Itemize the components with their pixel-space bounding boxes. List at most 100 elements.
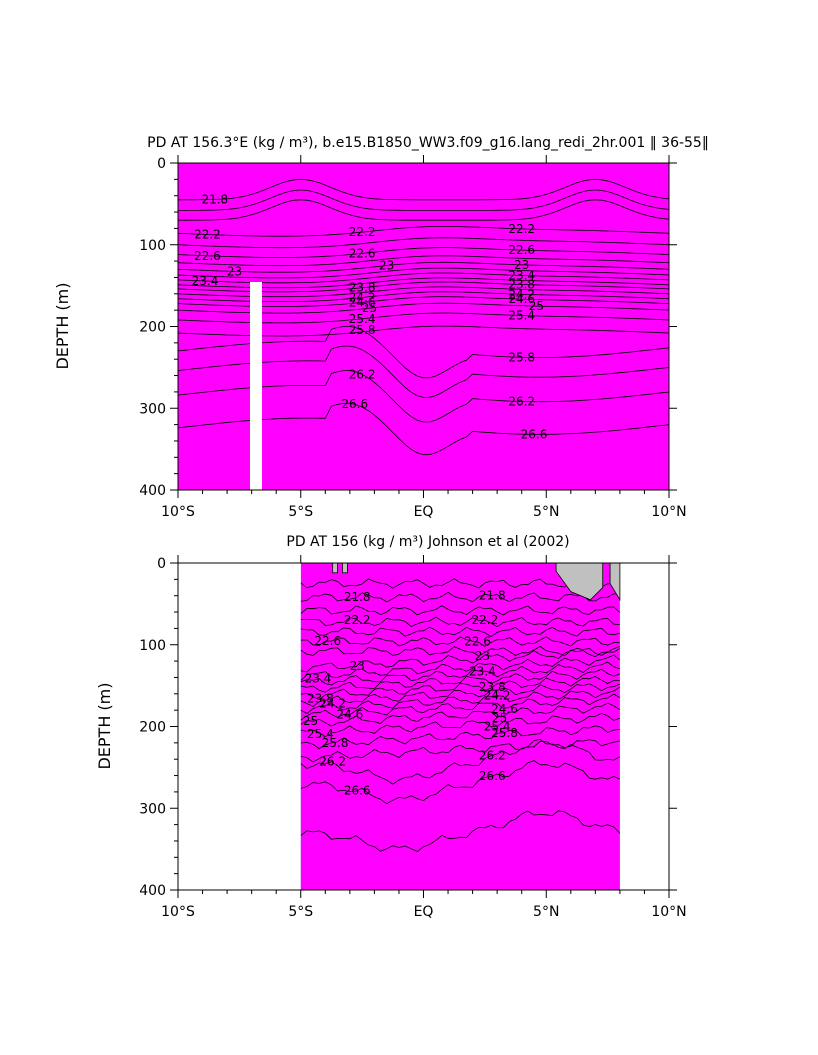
y-tick-label: 0	[157, 556, 166, 572]
contour-line	[300, 693, 621, 721]
contour-label: 26.2	[319, 755, 346, 769]
y-tick-label: 100	[139, 638, 166, 654]
y-tick-label: 200	[139, 320, 166, 336]
contour-line	[178, 199, 669, 221]
y-tick-label: 200	[139, 720, 166, 736]
contour-label: 25	[362, 301, 377, 315]
contour-label: 23	[379, 259, 394, 273]
contour-label: 23.8	[349, 281, 376, 295]
contour-label: 23	[514, 258, 529, 272]
contour-line	[300, 810, 621, 852]
contour-label: 25	[492, 711, 507, 725]
bottom-chart-missing-areas	[178, 562, 669, 890]
contour-label: 25.4	[508, 309, 535, 323]
contour-line	[300, 760, 621, 805]
contour-label: 26.2	[349, 367, 376, 381]
contour-line	[300, 683, 621, 707]
contour-label: 24.6	[349, 295, 376, 309]
contour-line	[178, 255, 669, 267]
contour-line	[300, 661, 621, 686]
contour-label: 23	[475, 649, 490, 663]
contour-label: 25.8	[508, 350, 535, 364]
contour-label: 23.4	[508, 268, 535, 282]
contour-label: 23.8	[307, 692, 334, 706]
contour-label: 21.8	[344, 590, 371, 604]
contour-label: 22.2	[344, 613, 371, 627]
bottom-chart-title: PD AT 156 (kg / m³) Johnson et al (2002)	[286, 534, 569, 550]
top-chart-y-axis-label: DEPTH (m)	[53, 282, 72, 369]
contour-label: 24.6	[491, 702, 518, 716]
bottom-chart-y-axis-label: DEPTH (m)	[95, 682, 114, 769]
top-chart-title: PD AT 156.3°E (kg / m³), b.e15.B1850_WW3…	[147, 135, 709, 151]
y-tick-label: 400	[139, 483, 166, 499]
y-tick-label: 300	[139, 401, 166, 417]
contour-label: 24.6	[508, 292, 535, 306]
contour-label: 21.8	[201, 192, 228, 206]
x-tick-label: 10°S	[161, 504, 195, 520]
contour-line	[178, 189, 669, 211]
contour-label: 26.6	[521, 427, 548, 441]
y-tick-label: 400	[139, 883, 166, 899]
bottom-chart: PD AT 156 (kg / m³) Johnson et al (2002)…	[95, 534, 687, 920]
contour-line	[300, 668, 621, 693]
contour-label: 22.2	[194, 228, 221, 242]
bottom-chart-x-ticks: 10°S 5°S EQ 5°N 10°N	[161, 555, 687, 920]
contour-label: 24.2	[484, 689, 511, 703]
missing-value-patch	[332, 562, 338, 574]
missing-value-patch	[342, 562, 348, 574]
contour-line	[300, 605, 621, 616]
contour-line	[300, 591, 620, 603]
contour-label: 24.2	[508, 287, 535, 301]
contour-label: 26.2	[479, 749, 506, 763]
contour-label: 22.6	[464, 635, 491, 649]
contour-label: 22.2	[472, 613, 499, 627]
y-tick-label: 100	[139, 238, 166, 254]
x-tick-label: 10°S	[161, 904, 195, 920]
contour-line	[300, 676, 620, 700]
contour-label: 23	[227, 264, 242, 278]
contour-label: 26.6	[479, 769, 506, 783]
contour-line	[178, 226, 669, 237]
contour-line	[300, 725, 620, 750]
top-chart-missing-column	[250, 282, 262, 490]
contour-line	[178, 261, 669, 273]
contour-label: 24.2	[349, 291, 376, 305]
top-chart-x-ticks: 10°S 5°S EQ 5°N 10°N	[161, 155, 687, 520]
contour-label: 26.6	[341, 397, 368, 411]
top-chart-density-bands	[178, 163, 669, 490]
contour-label: 23.4	[305, 672, 332, 686]
contour-label: 24.2	[319, 696, 346, 710]
contour-label: 23	[350, 659, 365, 673]
contour-label: 22.6	[194, 249, 221, 263]
contour-label: 23.8	[479, 680, 506, 694]
top-chart-y-ticks: 0 100 200 300 400	[139, 156, 677, 499]
contour-line	[178, 178, 669, 201]
contour-label: 23.4	[469, 665, 496, 679]
contour-label: 25.4	[307, 727, 334, 741]
contour-label: 25.8	[349, 323, 376, 337]
contour-label: 22.2	[349, 225, 376, 239]
contour-label: 25	[529, 299, 544, 313]
contour-line	[300, 616, 620, 628]
contour-line	[300, 645, 621, 657]
contour-label: 26.2	[508, 394, 535, 408]
contour-label: 25.4	[349, 312, 376, 326]
contour-label: 25.8	[322, 736, 349, 750]
contour-line	[300, 702, 621, 727]
contour-label: 22.6	[314, 634, 341, 648]
contour-line	[178, 237, 669, 249]
contour-label: 22.6	[508, 243, 535, 257]
contour-label: 23.8	[508, 277, 535, 291]
contour-label: 21.8	[479, 588, 506, 602]
x-tick-label: EQ	[414, 904, 434, 920]
x-tick-label: 10°N	[651, 904, 686, 920]
contour-line	[178, 247, 669, 258]
bottom-chart-y-ticks: 0 100 200 300 400	[139, 556, 677, 899]
contour-line	[300, 686, 621, 714]
no-data-area	[619, 563, 669, 890]
top-chart: PD AT 156.3°E (kg / m³), b.e15.B1850_WW3…	[53, 135, 709, 520]
x-tick-label: 10°N	[651, 504, 686, 520]
